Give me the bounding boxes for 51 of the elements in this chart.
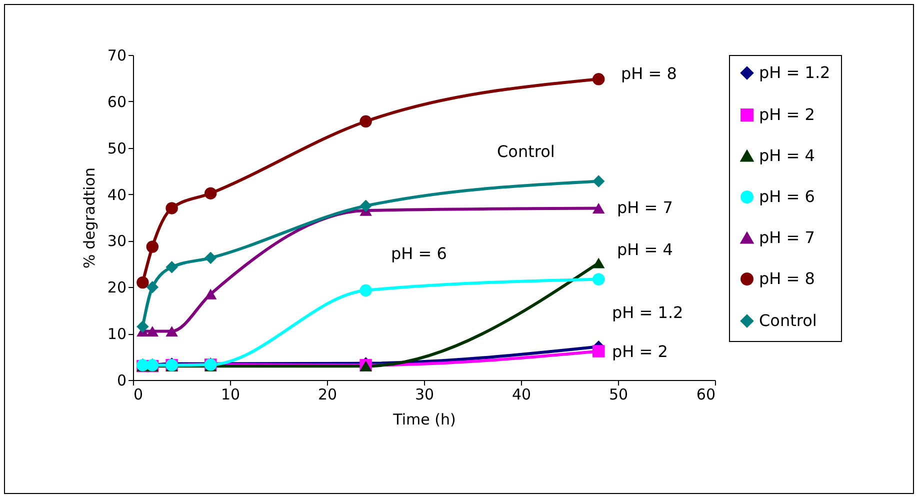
- annotation: pH = 1.2: [612, 303, 684, 322]
- y-tick-label: 40: [107, 186, 126, 204]
- annotation: pH = 2: [612, 342, 668, 361]
- x-tick-label: 50: [608, 386, 628, 404]
- y-tick-label: 20: [107, 278, 126, 297]
- x-tick-label: 0: [134, 386, 144, 404]
- y-tick-label: 50: [107, 139, 126, 158]
- legend-label: Control: [759, 311, 817, 330]
- x-tick-label: 60: [696, 386, 716, 404]
- point: [204, 252, 217, 264]
- annotation: Control: [497, 142, 555, 161]
- x-tick-label: 40: [512, 386, 532, 404]
- point: [166, 261, 178, 274]
- annotation: pH = 4: [617, 240, 673, 259]
- point: [360, 115, 372, 128]
- legend-label: pH = 1.2: [759, 63, 830, 82]
- point: [136, 320, 149, 333]
- legend-label: pH = 8: [759, 269, 815, 288]
- x-tick-label: 30: [414, 386, 434, 404]
- point: [592, 175, 605, 188]
- point: [146, 281, 159, 294]
- y-tick-label: 60: [107, 92, 126, 111]
- point: [166, 326, 178, 337]
- point: [360, 284, 372, 297]
- point: [592, 345, 605, 358]
- annotation: pH = 8: [621, 64, 677, 83]
- point: [592, 73, 605, 86]
- legend-label: pH = 7: [759, 228, 815, 247]
- annotation: pH = 7: [617, 198, 673, 217]
- point: [592, 258, 605, 268]
- point: [592, 273, 605, 286]
- y-axis-title: % degradtion: [80, 168, 98, 268]
- legend-label: pH = 4: [759, 146, 815, 165]
- legend-label: pH = 6: [759, 187, 815, 206]
- point: [592, 202, 605, 214]
- annotation: pH = 6: [391, 244, 447, 263]
- x-tick-label: 20: [318, 386, 338, 404]
- point: [146, 240, 159, 253]
- point: [136, 276, 149, 289]
- y-tick-label: 30: [107, 232, 126, 250]
- y-tick-label: 0: [116, 372, 126, 390]
- y-tick-label: 70: [107, 46, 126, 64]
- x-tick-label: 10: [220, 386, 240, 404]
- point: [204, 288, 217, 300]
- point: [204, 187, 217, 200]
- x-axis-title: Time (h): [392, 410, 456, 428]
- point: [146, 326, 159, 337]
- legend-label: pH = 2: [759, 105, 815, 124]
- point: [166, 202, 178, 214]
- point: [360, 200, 372, 212]
- y-tick-label: 10: [107, 325, 126, 344]
